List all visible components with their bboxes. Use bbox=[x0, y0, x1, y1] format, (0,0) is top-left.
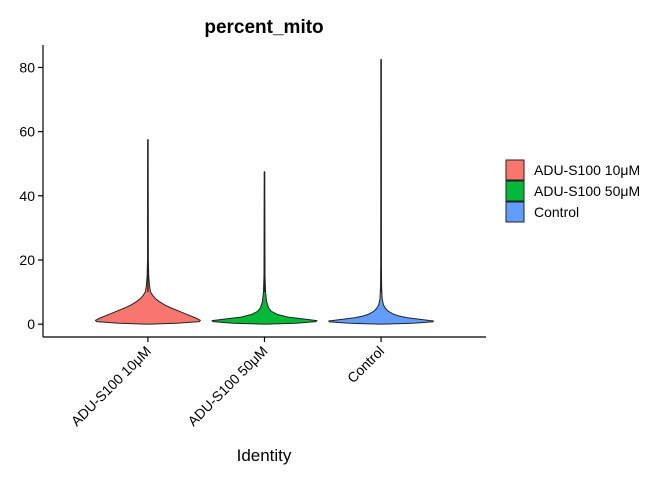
legend-label: Control bbox=[534, 204, 579, 220]
x-tick-label: ADU-S100 50μM bbox=[184, 343, 270, 429]
legend-swatch bbox=[505, 180, 525, 202]
x-tick-label: Control bbox=[344, 343, 387, 386]
y-tick-label: 60 bbox=[19, 124, 35, 140]
violins-layer bbox=[94, 58, 435, 325]
x-tick-label: ADU-S100 10μM bbox=[68, 343, 154, 429]
x-axis-ticks: ADU-S100 10μM ADU-S100 50μM Control bbox=[68, 337, 387, 429]
y-axis-ticks: 0 20 40 60 80 bbox=[19, 59, 43, 332]
legend-label: ADU-S100 50μM bbox=[534, 183, 640, 199]
legend: ADU-S100 10μM ADU-S100 50μM Control bbox=[505, 159, 640, 223]
chart-title: percent_mito bbox=[204, 17, 323, 38]
y-tick-label: 0 bbox=[27, 316, 35, 332]
legend-label: ADU-S100 10μM bbox=[534, 162, 640, 178]
x-axis-title: Identity bbox=[237, 446, 292, 465]
y-tick-label: 80 bbox=[19, 59, 35, 75]
y-tick-label: 20 bbox=[19, 252, 35, 268]
legend-swatch bbox=[505, 201, 525, 223]
legend-swatch bbox=[505, 159, 525, 181]
y-tick-label: 40 bbox=[19, 188, 35, 204]
